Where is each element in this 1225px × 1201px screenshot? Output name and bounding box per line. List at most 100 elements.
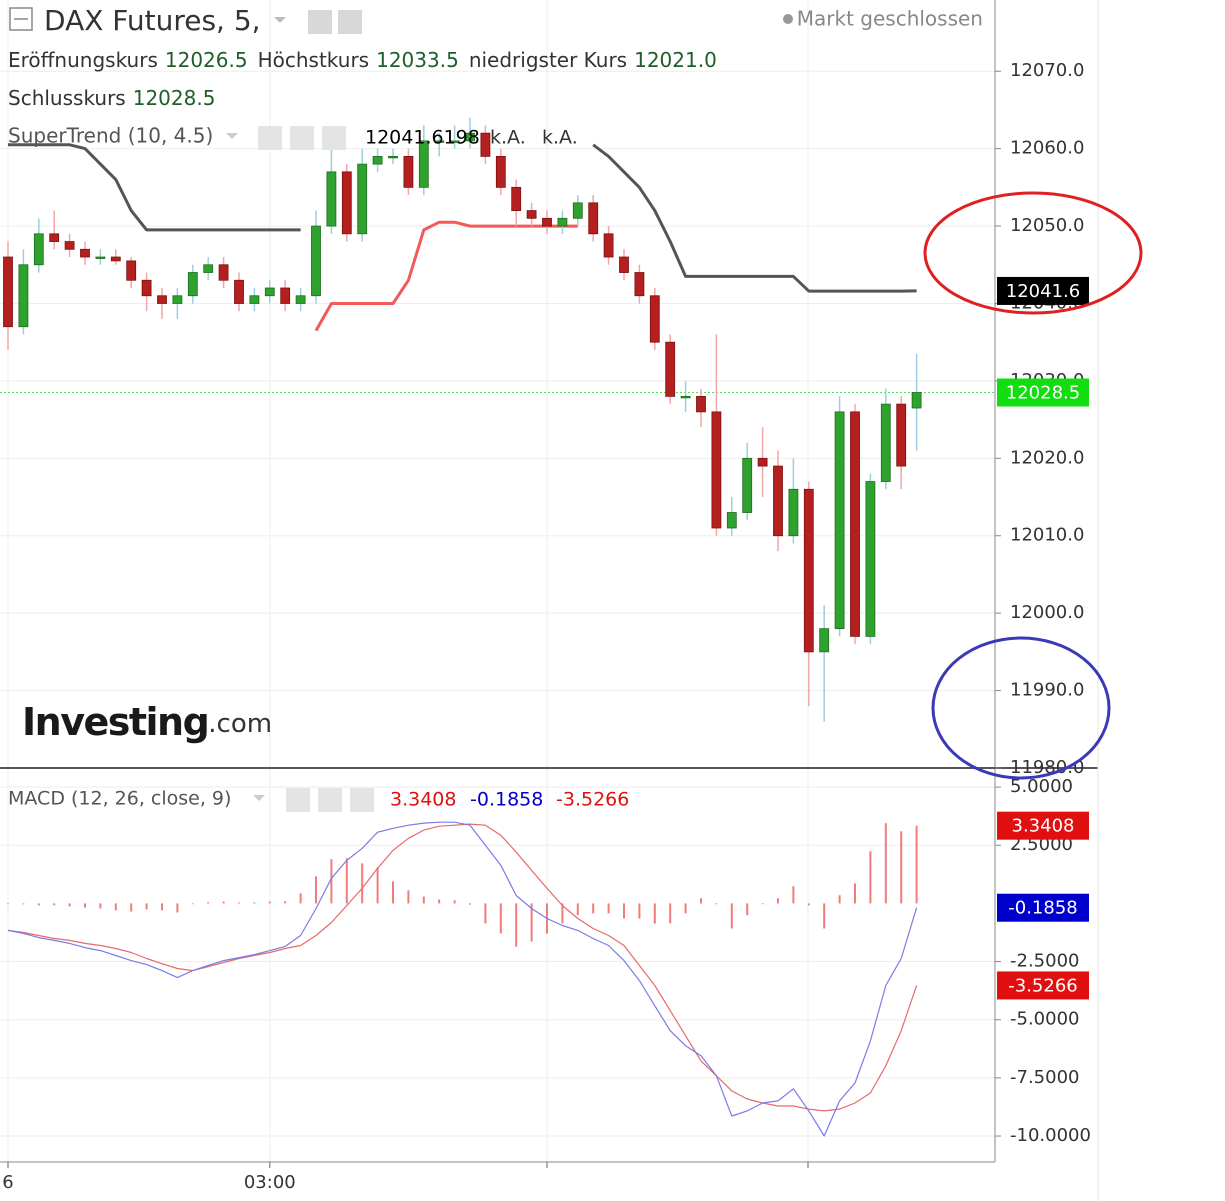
candle-body	[264, 287, 275, 297]
price-label: 12028.5	[1006, 383, 1080, 404]
histogram-bar	[238, 902, 240, 904]
x-tick-label: 03:00	[244, 1172, 296, 1193]
candle-body	[742, 457, 753, 513]
histogram-bar	[253, 902, 256, 904]
candle-body	[757, 457, 768, 467]
annotation-circle	[931, 636, 1111, 780]
histogram-bar	[114, 903, 117, 911]
candle-body	[203, 264, 214, 273]
histogram-bar	[823, 903, 826, 929]
legend-value: 12026.5	[165, 48, 248, 72]
candle-body	[234, 279, 244, 304]
macd-legend-value: 3.3408	[390, 789, 456, 811]
histogram-bar	[638, 903, 641, 919]
labels: DAX Futures, 5, Markt geschlossen Eröffn…	[8, 4, 983, 812]
candle-body	[542, 217, 552, 227]
candle-body	[326, 171, 337, 227]
histogram-bar	[422, 896, 425, 904]
histogram-bar	[222, 901, 225, 904]
y-tick-label: 12070.0	[1010, 60, 1084, 81]
histogram-bar	[176, 903, 179, 913]
supertrend-upper	[8, 143, 917, 293]
legend-name: niedrigster Kurs	[469, 48, 627, 72]
y-tick-label: -7.5000	[1010, 1067, 1079, 1088]
price-labels: 12041.6 12028.5 3.3408 -0.1858 -3.5266	[997, 276, 1089, 1000]
ohlc-legend: Eröffnungskurs 12026.5 Höchstkurs 12033.5 ni…	[8, 48, 717, 72]
y-tick-label: -10.0000	[1010, 1125, 1091, 1146]
y-tick-label: 12000.0	[1010, 602, 1084, 623]
y-tick-label: 12020.0	[1010, 447, 1084, 468]
ohlc-legend: Schlusskurs 12028.5	[8, 86, 215, 110]
histogram-bar	[469, 903, 471, 905]
candle-body	[788, 488, 799, 537]
x-tick-label: 6	[2, 1172, 13, 1193]
candle-body	[80, 248, 90, 258]
gear-icon[interactable]	[318, 788, 342, 812]
candle-body	[157, 295, 167, 304]
histogram-bar	[838, 895, 841, 904]
histogram-bar	[561, 903, 564, 924]
histogram-bar	[330, 859, 333, 904]
histogram-bar	[499, 903, 502, 934]
candle-body	[649, 295, 660, 343]
candle-body	[357, 163, 368, 235]
candle-body	[141, 279, 152, 297]
annotation-circle	[923, 191, 1143, 315]
candle-body	[434, 140, 445, 143]
price-label: 3.3408	[1012, 816, 1075, 837]
histogram-bar	[900, 831, 903, 904]
histogram-bar	[777, 898, 779, 904]
dropdown-icon[interactable]	[253, 795, 265, 801]
candle-body	[3, 256, 13, 328]
supertrend-status: k.A.	[542, 127, 578, 149]
candle-body	[95, 256, 106, 259]
candle-body	[880, 403, 891, 482]
histogram-bar	[345, 858, 348, 904]
candle-body	[64, 241, 75, 250]
eye-icon[interactable]	[258, 126, 282, 150]
histogram-bar	[191, 903, 194, 905]
y-tick-label: 5.0000	[1010, 776, 1073, 797]
supertrend-status: k.A.	[490, 127, 526, 149]
supertrend-value: 12041.6198	[365, 127, 480, 149]
signal-line	[7, 823, 918, 1112]
legend-name: Höchstkurs	[258, 48, 370, 72]
candle-body	[603, 233, 614, 258]
candle-body	[526, 210, 537, 219]
candle-body	[187, 272, 198, 297]
histogram-bar	[145, 903, 148, 910]
histogram-bar	[438, 899, 441, 904]
histogram-bar	[746, 903, 749, 916]
dropdown-icon[interactable]	[226, 133, 238, 139]
histogram-bar	[684, 903, 687, 914]
candle-body	[495, 155, 506, 188]
histogram-bar	[854, 883, 856, 904]
candle-body	[218, 264, 229, 281]
histogram-bar	[84, 903, 86, 908]
macd-line	[7, 821, 918, 1137]
candle-body	[449, 140, 460, 143]
eye-icon[interactable]	[286, 788, 310, 812]
histogram-bar	[515, 903, 518, 947]
candle-body	[834, 411, 845, 630]
dropdown-icon[interactable]	[274, 17, 286, 23]
histogram-bar	[869, 851, 872, 904]
candle-body	[403, 155, 414, 188]
collapse-icon[interactable]	[9, 7, 33, 31]
close-icon[interactable]	[350, 788, 374, 812]
candle-body	[819, 628, 830, 653]
histogram-bar	[315, 876, 317, 904]
candle-body	[33, 233, 44, 266]
legend-value: 12021.0	[634, 48, 717, 72]
candle-body	[665, 341, 676, 397]
watermark-text: .com	[208, 709, 272, 739]
supertrend-lower	[314, 220, 578, 332]
chart-title: DAX Futures, 5,	[44, 4, 261, 37]
gear-icon[interactable]	[290, 126, 314, 150]
gear-icon[interactable]	[338, 10, 362, 34]
eye-icon[interactable]	[308, 10, 332, 34]
histogram-bar	[653, 903, 656, 924]
close-icon[interactable]	[322, 126, 346, 150]
histogram-bar	[68, 903, 71, 907]
